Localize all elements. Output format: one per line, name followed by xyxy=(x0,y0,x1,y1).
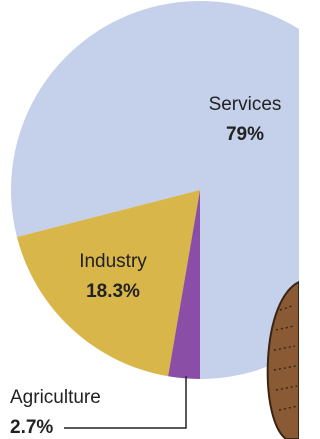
slice-label: Agriculture xyxy=(10,387,101,408)
page: Services79%Industry18.3%Agriculture2.7% … xyxy=(0,0,320,439)
slice-label: Industry xyxy=(79,251,147,272)
pie xyxy=(11,1,299,379)
slice-label: Services xyxy=(209,94,282,115)
slice-value-label: 2.7% xyxy=(10,417,53,438)
slice-value-label: 18.3% xyxy=(86,281,140,302)
slice-value-label: 79% xyxy=(226,124,264,145)
chart: Services 79% Industry 18.3% Agriculture 2.7% xyxy=(0,0,299,439)
